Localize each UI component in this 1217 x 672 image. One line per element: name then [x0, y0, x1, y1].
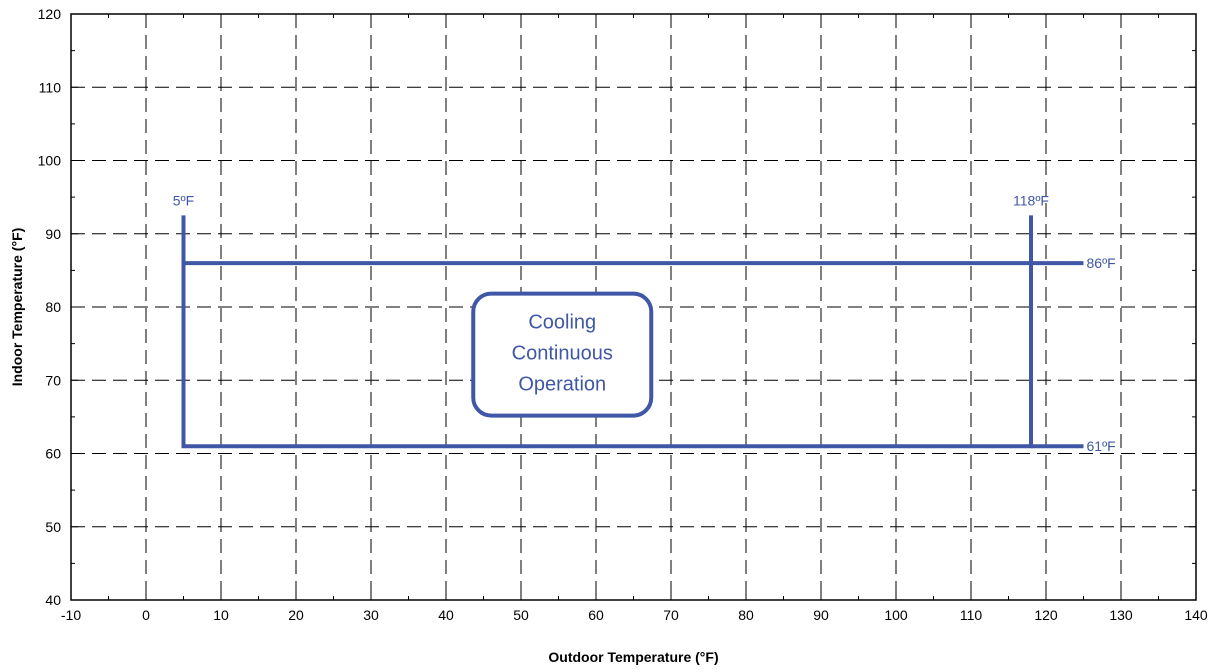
x-tick-label: 110	[960, 607, 983, 623]
x-tick-label: -10	[61, 607, 81, 623]
axis-ticks: -10 0 10 20 30 40 50 60 70 80 90 100 110 120 130 140 40 5…	[38, 6, 1208, 623]
x-tick-label: 140	[1184, 607, 1208, 623]
cooling-region-label: Cooling Continuous Operation	[471, 291, 654, 418]
operating-limit-line	[181, 215, 1033, 449]
x-tick-label: 60	[588, 607, 604, 623]
x-tick-label: 80	[738, 607, 754, 623]
x-tick-label: 0	[142, 607, 150, 623]
x-tick-label: 130	[1109, 607, 1133, 623]
x-tick-label: 120	[1034, 607, 1058, 623]
y-axis-title: Indoor Temperature (°F)	[9, 228, 25, 387]
x-tick-label: 10	[213, 607, 229, 623]
series-lines	[181, 215, 1084, 449]
x-axis-title: Outdoor Temperature (°F)	[548, 649, 718, 665]
x-tick-label: 90	[813, 607, 829, 623]
x-tick-label: 50	[513, 607, 529, 623]
y-tick-label: 100	[38, 153, 62, 169]
y-tick-label: 70	[45, 372, 61, 388]
x-tick-label: 30	[363, 607, 379, 623]
y-tick-label: 110	[39, 79, 62, 95]
region-label-line-1: Cooling	[528, 312, 596, 334]
region-label-line-2: Continuous	[512, 343, 613, 365]
y-tick-label: 50	[45, 519, 61, 535]
x-tick-label: 20	[288, 607, 304, 623]
annotation-label: 118ºF	[1013, 192, 1049, 208]
y-tick-label: 120	[38, 6, 62, 22]
x-tick-label: 70	[663, 607, 679, 623]
x-tick-label: 100	[884, 607, 908, 623]
y-tick-label: 60	[45, 446, 61, 462]
annotation-label: 61ºF	[1087, 438, 1116, 454]
annotations: 5ºF 118ºF 86ºF 61ºF	[173, 192, 1116, 454]
region-label-box	[471, 291, 654, 418]
x-tick-label: 40	[438, 607, 454, 623]
annotation-label: 86ºF	[1087, 255, 1116, 271]
y-tick-label: 90	[45, 226, 61, 242]
y-tick-label: 80	[45, 299, 61, 315]
grid	[71, 14, 1196, 600]
annotation-label: 5ºF	[173, 192, 194, 208]
region-label-line-3: Operation	[518, 374, 606, 396]
y-tick-label: 40	[45, 592, 61, 608]
